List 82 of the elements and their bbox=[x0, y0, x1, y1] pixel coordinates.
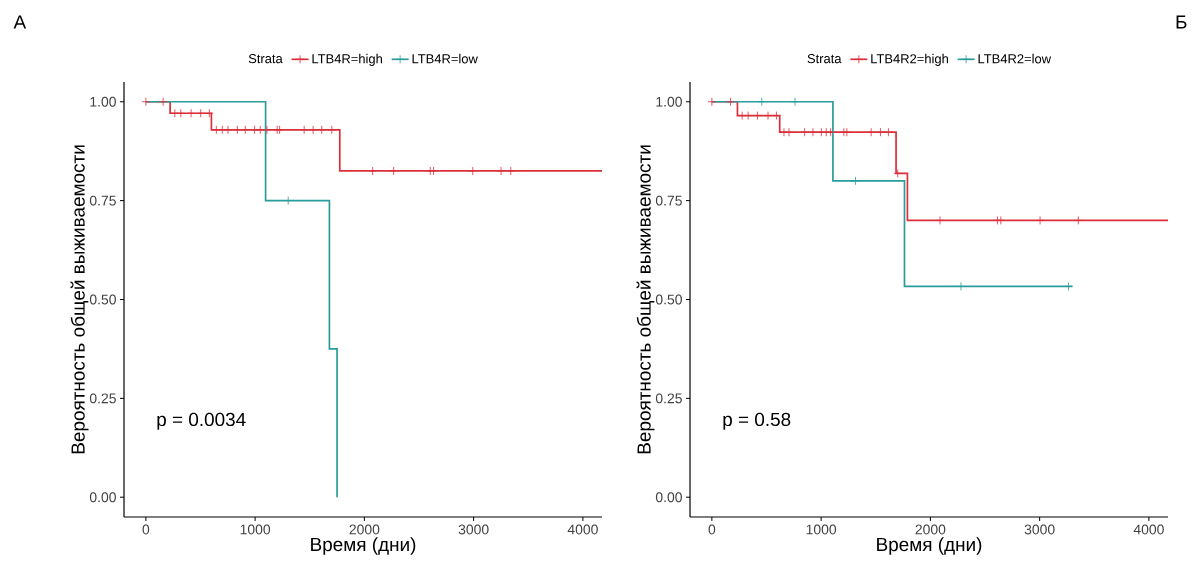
point bbox=[743, 111, 753, 120]
point bbox=[299, 125, 309, 135]
y-tick-label: 0.75 bbox=[655, 195, 682, 206]
x-tick-label: 0 bbox=[142, 524, 150, 535]
annotation: p = 0.58 bbox=[723, 412, 791, 430]
y-tick-label: 1.00 bbox=[656, 96, 682, 107]
x-tick-label: 2000 bbox=[349, 524, 380, 535]
point bbox=[186, 108, 196, 118]
point bbox=[196, 108, 206, 118]
point bbox=[283, 196, 293, 206]
point bbox=[956, 282, 966, 291]
x-tick-label: 2000 bbox=[915, 524, 946, 535]
x-tick-label: 0 bbox=[708, 524, 716, 535]
y-tick-label: 0.25 bbox=[89, 393, 116, 404]
point bbox=[753, 111, 762, 120]
y-tick-label: 0.50 bbox=[89, 294, 116, 305]
y-tick-label: 0.00 bbox=[655, 492, 682, 503]
point bbox=[707, 97, 717, 107]
point bbox=[851, 176, 860, 186]
y-tick-label: 0.25 bbox=[655, 393, 682, 404]
point bbox=[223, 125, 233, 135]
x-tick-label: 3000 bbox=[1024, 524, 1055, 535]
point bbox=[368, 166, 378, 176]
point bbox=[232, 125, 242, 135]
x-tick-label: 4000 bbox=[567, 524, 598, 535]
point bbox=[893, 168, 903, 178]
point bbox=[866, 127, 876, 137]
legend-label: LTB4R=low bbox=[412, 53, 478, 64]
point bbox=[262, 125, 272, 135]
point bbox=[250, 125, 259, 135]
point bbox=[141, 97, 151, 107]
point bbox=[1035, 216, 1045, 225]
point bbox=[790, 97, 800, 107]
point bbox=[170, 108, 180, 118]
point bbox=[506, 166, 516, 176]
point bbox=[158, 97, 168, 107]
point bbox=[772, 111, 781, 120]
point bbox=[737, 111, 747, 120]
point bbox=[496, 166, 506, 176]
y-axis-title: Вероятность общей выживаемости bbox=[636, 145, 655, 454]
x-axis-title: Время (дни) bbox=[311, 537, 416, 555]
point bbox=[935, 216, 945, 225]
y-tick-label: 0.50 bbox=[655, 294, 682, 305]
point bbox=[726, 97, 735, 107]
legend-label: LTB4R2=high bbox=[871, 53, 948, 66]
point bbox=[468, 166, 478, 176]
point bbox=[884, 127, 893, 137]
point bbox=[808, 127, 818, 137]
chart-title: А bbox=[13, 15, 27, 29]
point bbox=[255, 125, 265, 135]
point bbox=[217, 125, 227, 135]
point bbox=[800, 127, 810, 137]
point bbox=[1073, 216, 1083, 225]
point bbox=[876, 127, 885, 137]
point bbox=[211, 125, 221, 135]
y-tick-label: 0.75 bbox=[89, 195, 116, 206]
y-axis-title: Вероятность общей выживаемости bbox=[70, 145, 89, 454]
point bbox=[1064, 282, 1073, 291]
legend-label: LTB4R=high bbox=[312, 53, 382, 66]
point bbox=[240, 125, 250, 135]
x-tick-label: 1000 bbox=[806, 524, 837, 535]
legend-label: LTB4R2=low bbox=[978, 53, 1052, 64]
x-tick-label: 4000 bbox=[1133, 524, 1164, 535]
x-tick-label: 3000 bbox=[458, 524, 489, 535]
y-tick-label: 0.00 bbox=[89, 492, 116, 503]
point bbox=[308, 125, 318, 135]
x-axis-title: Время (дни) bbox=[877, 537, 982, 555]
y-tick-label: 1.00 bbox=[90, 96, 116, 107]
point bbox=[327, 125, 337, 135]
x-tick-label: 1000 bbox=[240, 524, 271, 535]
annotation: p = 0.0034 bbox=[157, 412, 246, 430]
point bbox=[176, 108, 186, 118]
chart-title: Б bbox=[1176, 15, 1187, 29]
point bbox=[204, 108, 214, 118]
point bbox=[826, 127, 836, 137]
point bbox=[763, 111, 773, 120]
point bbox=[317, 125, 327, 135]
point bbox=[389, 166, 399, 176]
legend-title: Strata bbox=[807, 54, 842, 64]
legend-title: Strata bbox=[248, 54, 283, 64]
point bbox=[784, 127, 794, 137]
point bbox=[757, 97, 767, 107]
